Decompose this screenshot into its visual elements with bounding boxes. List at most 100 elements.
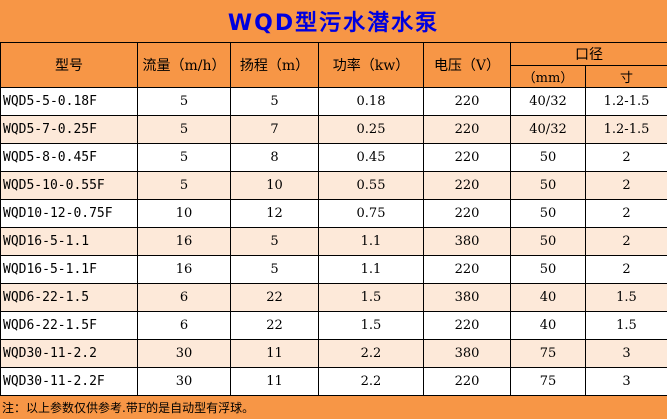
cell-head: 10 — [230, 171, 319, 200]
cell-power: 0.18 — [318, 87, 424, 116]
cell-voltage: 220 — [423, 115, 511, 144]
cell-head: 5 — [230, 227, 319, 256]
cell-model: WQD30-11-2.2F — [0, 367, 138, 396]
cell-power: 1.1 — [318, 255, 424, 284]
cell-head: 8 — [230, 143, 319, 172]
cell-voltage: 220 — [423, 199, 511, 228]
cell-head: 12 — [230, 199, 319, 228]
col-header-voltage: 电压（V） — [423, 42, 511, 88]
cell-diameter-inch: 2 — [585, 171, 667, 200]
table-row: WQD5-5-0.18F 5 5 0.18 220 40/32 1.2-1.5 — [0, 87, 667, 116]
cell-power: 0.55 — [318, 171, 424, 200]
cell-diameter-mm: 50 — [510, 143, 586, 172]
table-header: 型号 流量（m/h） 扬程（m） 功率（kw） 电压（V） 口径 （mm） 寸 — [0, 42, 667, 88]
cell-flow: 6 — [137, 283, 231, 312]
table-row: WQD6-22-1.5F 6 22 1.5 220 40 1.5 — [0, 311, 667, 340]
table-row: WQD5-10-0.55F 5 10 0.55 220 50 2 — [0, 171, 667, 200]
cell-diameter-mm: 75 — [510, 367, 586, 396]
cell-diameter-inch: 3 — [585, 367, 667, 396]
cell-diameter-inch: 1.5 — [585, 311, 667, 340]
cell-flow: 30 — [137, 339, 231, 368]
cell-diameter-mm: 50 — [510, 227, 586, 256]
cell-model: WQD6-22-1.5F — [0, 311, 138, 340]
cell-head: 5 — [230, 87, 319, 116]
table-row: WQD5-7-0.25F 5 7 0.25 220 40/32 1.2-1.5 — [0, 115, 667, 144]
col-header-flow: 流量（m/h） — [137, 42, 231, 88]
table-row: WQD30-11-2.2 30 11 2.2 380 75 3 — [0, 339, 667, 368]
cell-flow: 5 — [137, 87, 231, 116]
cell-diameter-mm: 50 — [510, 199, 586, 228]
cell-voltage: 220 — [423, 171, 511, 200]
cell-voltage: 380 — [423, 283, 511, 312]
cell-diameter-mm: 40/32 — [510, 87, 586, 116]
cell-power: 0.75 — [318, 199, 424, 228]
cell-diameter-mm: 50 — [510, 171, 586, 200]
col-header-diameter-inch: 寸 — [585, 65, 667, 88]
table-row: WQD16-5-1.1 16 5 1.1 380 50 2 — [0, 227, 667, 256]
cell-model: WQD6-22-1.5 — [0, 283, 138, 312]
cell-diameter-inch: 1.2-1.5 — [585, 87, 667, 116]
cell-diameter-mm: 40 — [510, 311, 586, 340]
cell-flow: 5 — [137, 171, 231, 200]
cell-voltage: 220 — [423, 311, 511, 340]
table-body: WQD5-5-0.18F 5 5 0.18 220 40/32 1.2-1.5 WQD5-7-… — [0, 87, 667, 396]
cell-voltage: 380 — [423, 339, 511, 368]
col-header-model: 型号 — [0, 42, 138, 88]
cell-power: 1.5 — [318, 311, 424, 340]
cell-model: WQD5-8-0.45F — [0, 143, 138, 172]
cell-model: WQD5-10-0.55F — [0, 171, 138, 200]
cell-power: 2.2 — [318, 339, 424, 368]
cell-head: 22 — [230, 283, 319, 312]
header-row-sub: （mm） 寸 — [1, 65, 667, 88]
cell-model: WQD16-5-1.1F — [0, 255, 138, 284]
cell-diameter-inch: 1.2-1.5 — [585, 115, 667, 144]
pump-spec-table: 型号 流量（m/h） 扬程（m） 功率（kw） 电压（V） 口径 （mm） 寸 … — [0, 42, 667, 396]
cell-head: 7 — [230, 115, 319, 144]
cell-head: 22 — [230, 311, 319, 340]
table-row: WQD5-8-0.45F 5 8 0.45 220 50 2 — [0, 143, 667, 172]
cell-flow: 6 — [137, 311, 231, 340]
cell-power: 2.2 — [318, 367, 424, 396]
table-row: WQD6-22-1.5 6 22 1.5 380 40 1.5 — [0, 283, 667, 312]
header-row-main: 型号 流量（m/h） 扬程（m） 功率（kw） 电压（V） 口径 — [0, 42, 667, 88]
cell-diameter-inch: 3 — [585, 339, 667, 368]
cell-voltage: 380 — [423, 227, 511, 256]
title-bar: WQD型污水潜水泵 — [0, 0, 667, 42]
cell-power: 1.1 — [318, 227, 424, 256]
page-title: WQD型污水潜水泵 — [227, 11, 440, 36]
cell-model: WQD10-12-0.75F — [0, 199, 138, 228]
cell-diameter-mm: 75 — [510, 339, 586, 368]
cell-flow: 16 — [137, 227, 231, 256]
cell-voltage: 220 — [423, 87, 511, 116]
col-header-head: 扬程（m） — [230, 42, 319, 88]
cell-diameter-inch: 1.5 — [585, 283, 667, 312]
table-row: WQD16-5-1.1F 16 5 1.1 220 50 2 — [0, 255, 667, 284]
cell-voltage: 220 — [423, 367, 511, 396]
table-row: WQD10-12-0.75F 10 12 0.75 220 50 2 — [0, 199, 667, 228]
cell-flow: 16 — [137, 255, 231, 284]
table-row: WQD30-11-2.2F 30 11 2.2 220 75 3 — [0, 367, 667, 396]
col-header-diameter-mm: （mm） — [510, 65, 586, 88]
col-header-diameter-group: 口径 — [510, 42, 667, 66]
cell-model: WQD5-5-0.18F — [0, 87, 138, 116]
note-bar: 注：以上参数仅供参考.带F的是自动型有浮球。 — [0, 396, 667, 419]
cell-flow: 10 — [137, 199, 231, 228]
cell-head: 11 — [230, 339, 319, 368]
cell-diameter-mm: 40/32 — [510, 115, 586, 144]
cell-diameter-mm: 40 — [510, 283, 586, 312]
cell-model: WQD5-7-0.25F — [0, 115, 138, 144]
cell-diameter-mm: 50 — [510, 255, 586, 284]
cell-flow: 5 — [137, 115, 231, 144]
cell-voltage: 220 — [423, 255, 511, 284]
col-header-power: 功率（kw） — [318, 42, 424, 88]
cell-diameter-inch: 2 — [585, 143, 667, 172]
cell-flow: 30 — [137, 367, 231, 396]
footnote: 注：以上参数仅供参考.带F的是自动型有浮球。 — [2, 401, 255, 415]
cell-head: 11 — [230, 367, 319, 396]
cell-model: WQD16-5-1.1 — [0, 227, 138, 256]
cell-power: 0.45 — [318, 143, 424, 172]
cell-power: 0.25 — [318, 115, 424, 144]
cell-model: WQD30-11-2.2 — [0, 339, 138, 368]
cell-flow: 5 — [137, 143, 231, 172]
